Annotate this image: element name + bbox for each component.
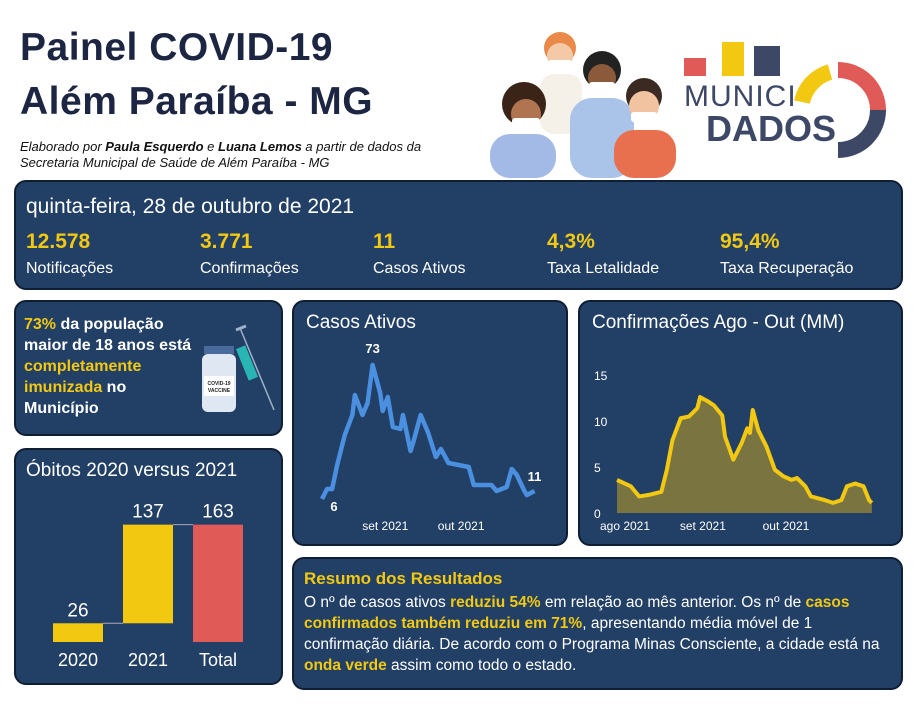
- page-subtitle-city: Além Paraíba - MG: [20, 80, 374, 123]
- y-tick-label: 5: [594, 461, 601, 475]
- y-tick-label: 10: [594, 415, 608, 429]
- bar-2021: [123, 524, 173, 624]
- x-tick-label: 2020: [58, 650, 98, 670]
- confirmations-area: [617, 397, 872, 513]
- deaths-waterfall-chart: 26 2020 137 2021 163 Total: [53, 502, 243, 670]
- x-tick-label: out 2021: [438, 519, 485, 533]
- confirmations-chart: 0 5 10 15 ago 2021 set 2021 out 2021: [594, 369, 874, 533]
- summary-text: O nº de casos ativos reduziu 54% em rela…: [304, 594, 880, 674]
- bar-value-label: 163: [202, 502, 234, 523]
- bar-2020: [53, 623, 103, 642]
- page-title: Painel COVID-19: [20, 26, 334, 69]
- x-tick-label: set 2021: [362, 519, 408, 533]
- deaths-chart-title: Óbitos 2020 versus 2021: [26, 460, 238, 481]
- report-date: quinta-feira, 28 de outubro de 2021: [26, 195, 355, 218]
- y-tick-label: 15: [594, 369, 608, 383]
- municidados-logo: MUNICI DADOS: [682, 40, 892, 160]
- x-tick-label: Total: [199, 650, 237, 670]
- active-cases-chart: set 2021 out 2021 6 73 11: [319, 341, 542, 533]
- kpi-panel: quinta-feira, 28 de outubro de 2021 12.5…: [14, 180, 903, 290]
- bar-value-label: 137: [132, 502, 164, 523]
- confirmations-panel: Confirmações Ago - Out (MM) 0 5 10 15 ago 20…: [578, 300, 903, 546]
- kpi-taxa-letalidade: 4,3% Taxa Letalidade: [547, 230, 660, 277]
- active-cases-title: Casos Ativos: [306, 312, 416, 333]
- svg-text:COVID-19: COVID-19: [207, 381, 230, 387]
- x-tick-label: 2021: [128, 650, 168, 670]
- vaccination-text: 73% da população maior de 18 anos está c…: [24, 316, 192, 417]
- data-label: 73: [365, 341, 379, 356]
- kpi-casos-ativos: 11 Casos Ativos: [373, 230, 466, 277]
- active-cases-panel: Casos Ativos set 2021 out 2021 6 73 11: [292, 300, 568, 546]
- x-tick-label: out 2021: [763, 519, 810, 533]
- data-label: 6: [330, 499, 337, 514]
- confirmations-line: [616, 395, 874, 505]
- summary-panel: Resumo dos Resultados O nº de casos ativ…: [292, 557, 903, 690]
- summary-title: Resumo dos Resultados: [304, 569, 503, 588]
- kpi-confirmacoes: 3.771 Confirmações: [200, 230, 299, 277]
- credit-text: Elaborado por Paula Esquerdo e Luana Lem…: [20, 139, 422, 170]
- x-tick-label: ago 2021: [600, 519, 650, 533]
- data-label: 11: [528, 469, 542, 484]
- active-cases-line: [319, 362, 536, 501]
- deaths-chart-panel: Óbitos 2020 versus 2021 26 2020 137 2021 163…: [14, 448, 283, 685]
- x-tick-label: set 2021: [680, 519, 726, 533]
- y-tick-label: 0: [594, 507, 601, 521]
- kpi-taxa-recuperacao: 95,4% Taxa Recuperação: [720, 230, 854, 277]
- bar-total: [193, 524, 243, 642]
- confirmations-title: Confirmações Ago - Out (MM): [592, 312, 845, 333]
- kpi-notificacoes: 12.578 Notificações: [26, 230, 114, 277]
- bar-value-label: 26: [67, 600, 88, 621]
- vaccination-panel: 73% da população maior de 18 anos está c…: [14, 300, 283, 436]
- people-masks-illustration: [490, 32, 676, 178]
- svg-text:VACCINE: VACCINE: [208, 388, 231, 394]
